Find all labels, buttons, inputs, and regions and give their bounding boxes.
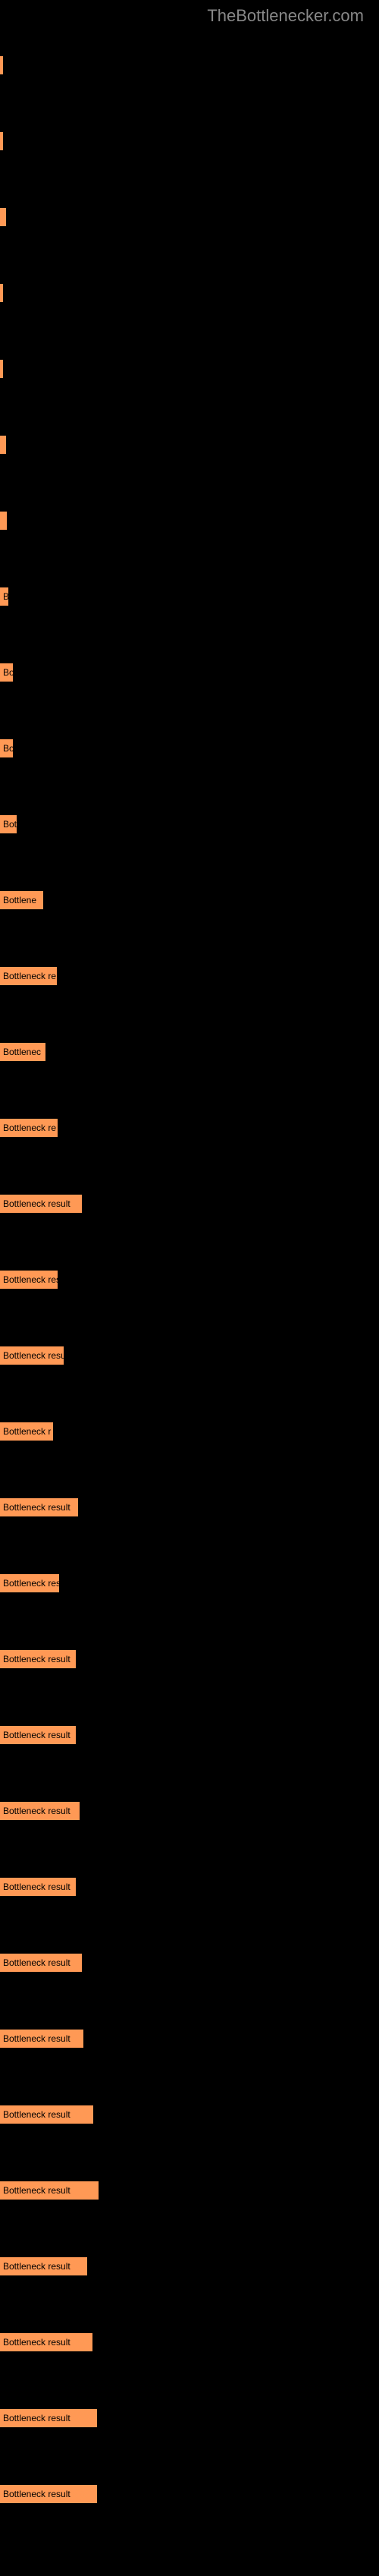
bar-row: Bottleneck result (0, 2105, 379, 2133)
bar: B (0, 587, 8, 606)
bar: Bottleneck re (0, 967, 57, 985)
bar: Bo (0, 663, 13, 682)
bar-row: Bottleneck res (0, 1574, 379, 1601)
bar-row: Bottleneck result (0, 2333, 379, 2360)
bar: Bottleneck result (0, 1802, 80, 1820)
bar: Bottleneck result (0, 2333, 92, 2351)
bar: Bottleneck r (0, 1422, 53, 1441)
bar: Bottleneck result (0, 2181, 99, 2200)
bar-row (0, 360, 379, 387)
bar-row: Bottleneck result (0, 1878, 379, 1905)
bar: Bottleneck result (0, 1650, 76, 1668)
watermark: TheBottlenecker.com (0, 0, 379, 26)
bar-row (0, 512, 379, 539)
bar-row (0, 436, 379, 463)
bar-row: Bottleneck result (0, 2181, 379, 2209)
bar: Bottleneck res (0, 1574, 59, 1592)
bar-row: Bottleneck re (0, 1119, 379, 1146)
bar-row (0, 284, 379, 311)
bar-row: Bottleneck result (0, 1802, 379, 1829)
bar-row: Bottleneck result (0, 2409, 379, 2436)
bar: Bottleneck result (0, 2485, 97, 2503)
bar-row: B (0, 587, 379, 615)
bar-row: Bottleneck result (0, 1498, 379, 1526)
bar-row: Bottlenec (0, 1043, 379, 1070)
bar-row: Bottleneck r (0, 1422, 379, 1450)
bar-row: Bottlene (0, 891, 379, 918)
bar-row: Bottleneck resu (0, 1346, 379, 1374)
bar: Bottleneck result (0, 1726, 76, 1744)
bar: Bottleneck result (0, 1954, 82, 1972)
bar: Bottleneck result (0, 2030, 83, 2048)
bar-chart: B Bo Bo Bot Bottlene Bottleneck re Bottlenec Bo… (0, 26, 379, 2576)
bar-row: Bottleneck result (0, 2485, 379, 2512)
bar-row: Bot (0, 815, 379, 842)
bar-row: Bo (0, 739, 379, 767)
bar: Bottleneck result (0, 2409, 97, 2427)
bar: Bottleneck result (0, 1878, 76, 1896)
bar (0, 512, 7, 530)
bar-row (0, 56, 379, 83)
bar-row (0, 208, 379, 235)
bar (0, 208, 6, 226)
bar (0, 56, 3, 74)
bar (0, 284, 3, 302)
bar: Bot (0, 815, 17, 833)
bar-row (0, 132, 379, 159)
bar-row: Bo (0, 663, 379, 691)
bar: Bottleneck re (0, 1119, 58, 1137)
bar: Bo (0, 739, 13, 757)
bar: Bottleneck result (0, 2257, 87, 2275)
bar-row: Bottleneck result (0, 2030, 379, 2057)
bar-row: Bottleneck result (0, 1726, 379, 1753)
bar-row: Bottleneck result (0, 1954, 379, 1981)
bar-row: Bottleneck result (0, 1195, 379, 1222)
bar (0, 360, 3, 378)
bar: Bottlene (0, 891, 43, 909)
bar: Bottleneck resu (0, 1346, 64, 1365)
bar (0, 132, 3, 150)
bar: Bottlenec (0, 1043, 45, 1061)
bar-row: Bottleneck result (0, 2257, 379, 2285)
bar-row: Bottleneck res (0, 1271, 379, 1298)
bar: Bottleneck result (0, 1498, 78, 1516)
bar: Bottleneck res (0, 1271, 58, 1289)
bar-row: Bottleneck re (0, 967, 379, 994)
bar-row: Bottleneck result (0, 1650, 379, 1677)
bar: Bottleneck result (0, 1195, 82, 1213)
bar (0, 436, 6, 454)
bar: Bottleneck result (0, 2105, 93, 2124)
